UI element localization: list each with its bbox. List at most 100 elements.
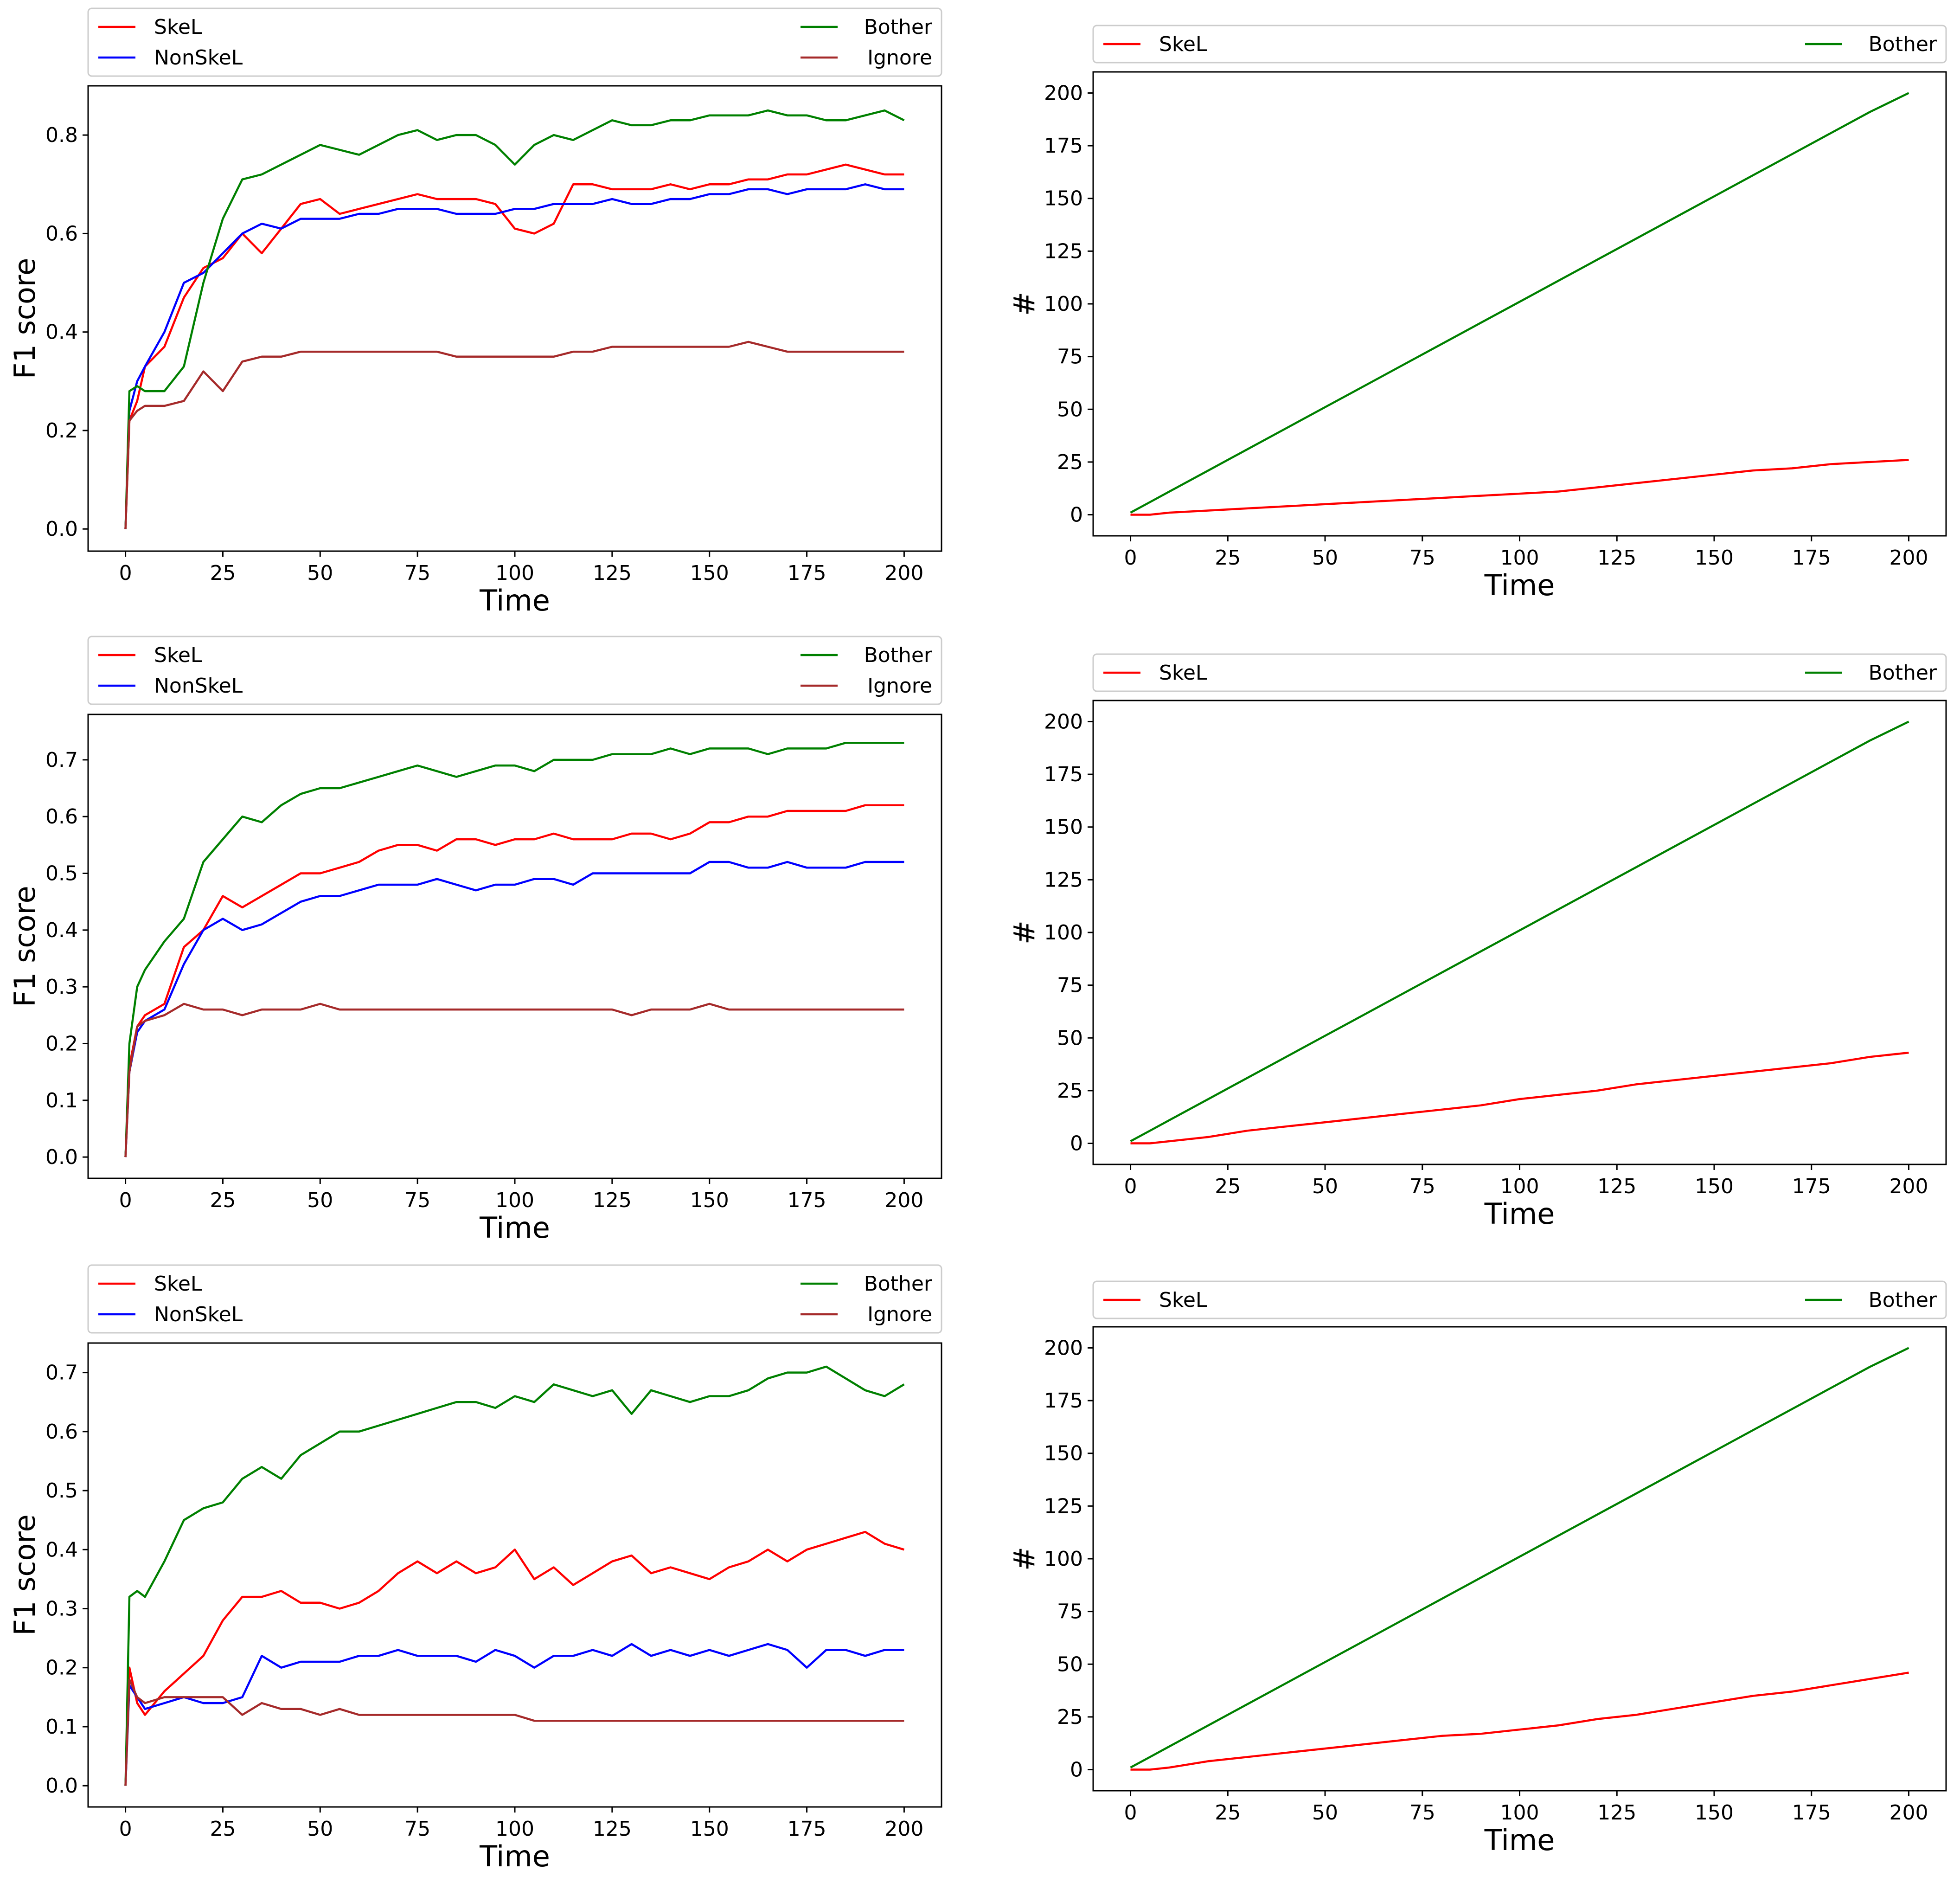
legend-label-nonskel: NonSkeL	[154, 1303, 243, 1326]
y-tick-label: 150	[1044, 1442, 1083, 1466]
y-tick-label: 125	[1044, 1494, 1083, 1518]
x-tick-label: 125	[1597, 1175, 1636, 1198]
y-tick-label: 25	[1057, 450, 1083, 474]
y-tick-label: 0.2	[45, 419, 78, 443]
y-tick-label: 200	[1044, 710, 1083, 733]
y-tick-label: 0.4	[45, 1538, 78, 1562]
x-tick-label: 0	[119, 1189, 132, 1212]
x-tick-label: 25	[210, 1817, 236, 1841]
y-tick-label: 0.0	[45, 1774, 78, 1798]
x-tick-label: 25	[210, 561, 236, 585]
y-axis-label: F1 score	[8, 258, 42, 379]
legend-label-skel: SkeL	[154, 15, 202, 39]
y-tick-label: 25	[1057, 1079, 1083, 1103]
y-tick-label: 200	[1044, 1336, 1083, 1360]
x-tick-label: 75	[404, 1189, 430, 1212]
x-tick-label: 200	[884, 561, 923, 585]
y-tick-label: 0.7	[45, 748, 78, 772]
x-tick-label: 100	[495, 561, 534, 585]
x-axis-label: Time	[479, 1211, 550, 1245]
panel-row1-right: 0 25 50 75 100 125 150 175 200 0 25 50 75 100 125 150 17…	[1007, 25, 1947, 602]
y-tick-label: 150	[1044, 187, 1083, 211]
y-tick-label: 0	[1070, 1132, 1083, 1156]
x-tick-label: 75	[1409, 546, 1435, 570]
series-line-nonskel	[124, 861, 904, 1157]
y-tick-label: 0.6	[45, 222, 78, 245]
y-tick-label: 125	[1044, 239, 1083, 263]
legend: SkeL NonSkeL Bother Ignore	[87, 1264, 942, 1334]
legend-label-bother: Bother	[864, 15, 933, 39]
y-tick-label: 0.5	[45, 1479, 78, 1503]
x-tick-label: 50	[307, 1189, 333, 1212]
y-tick-label: 175	[1044, 1389, 1083, 1413]
panel-row2-left: 0 25 50 75 100 125 150 175 200 0.0 0.1 0.2 0.3 0.4 0.5…	[8, 636, 942, 1245]
x-tick-label: 150	[690, 1189, 729, 1212]
x-tick-label: 200	[884, 1817, 923, 1841]
series-line-bother	[1130, 720, 1909, 1142]
y-tick-label: 150	[1044, 816, 1083, 839]
y-tick-label: 100	[1044, 921, 1083, 945]
y-tick-label: 0.4	[45, 919, 78, 942]
series-line-skel	[124, 163, 904, 529]
y-tick-label: 200	[1044, 81, 1083, 105]
legend-label-bother: Bother	[864, 1272, 933, 1296]
series-line-bother	[124, 741, 904, 1157]
legend-label-skel: SkeL	[154, 1272, 202, 1296]
y-tick-label: 0.3	[45, 1597, 78, 1621]
x-tick-label: 200	[884, 1189, 923, 1212]
series-line-ignore	[124, 1678, 904, 1786]
x-tick-label: 75	[1409, 1175, 1435, 1198]
panel-row3-left: 0 25 50 75 100 125 150 175 200 0.0 0.1 0.2 0.3 0.4 0.5…	[8, 1264, 942, 1873]
y-axis-label: F1 score	[8, 1514, 42, 1635]
x-tick-label: 75	[404, 1817, 430, 1841]
legend: SkeL Bother	[1092, 25, 1947, 64]
y-tick-label: 0	[1070, 503, 1083, 527]
y-tick-label: 0.2	[45, 1656, 78, 1680]
x-axis-label: Time	[479, 1839, 550, 1873]
x-tick-label: 125	[593, 1817, 632, 1841]
x-tick-label: 100	[1500, 546, 1539, 570]
series-line-ignore	[124, 1003, 904, 1157]
y-tick-label: 0	[1070, 1758, 1083, 1782]
legend-label-skel: SkeL	[1159, 1288, 1207, 1312]
x-tick-label: 75	[404, 561, 430, 585]
legend-label-ignore: Ignore	[867, 674, 932, 698]
x-tick-label: 150	[690, 1817, 729, 1841]
series-line-bother	[124, 1365, 905, 1786]
panel-row2-right: 0 25 50 75 100 125 150 175 200 0 25 50 75 100 125 150 17…	[1007, 653, 1947, 1231]
series-line-skel	[124, 804, 904, 1157]
series-line-skel	[1130, 459, 1909, 516]
x-axis-label: Time	[479, 584, 550, 617]
legend-box	[87, 7, 942, 77]
y-tick-label: 50	[1057, 398, 1083, 421]
y-tick-label: 125	[1044, 868, 1083, 892]
x-tick-label: 150	[690, 561, 729, 585]
x-tick-label: 0	[1124, 546, 1137, 570]
x-tick-label: 50	[307, 561, 333, 585]
y-tick-label: 175	[1044, 763, 1083, 786]
x-tick-label: 175	[1792, 546, 1831, 570]
series-line-nonskel	[124, 1643, 904, 1786]
legend-label-skel: SkeL	[1159, 32, 1207, 56]
y-tick-label: 0.5	[45, 862, 78, 886]
y-tick-label: 0.4	[45, 321, 78, 344]
series-line-skel	[124, 1530, 905, 1786]
x-tick-label: 150	[1695, 546, 1734, 570]
y-tick-label: 0.1	[45, 1715, 78, 1739]
series-line-bother	[1130, 92, 1909, 514]
panel-row1-left: 0 25 50 75 100 125 150 175 200 0.0 0.2 0.4 0.6 0.8 Tim…	[8, 7, 942, 617]
x-tick-label: 175	[788, 561, 826, 585]
x-tick-label: 25	[1215, 1175, 1241, 1198]
x-tick-label: 0	[1124, 1801, 1137, 1825]
x-tick-label: 50	[1312, 1175, 1338, 1198]
y-tick-label: 0.3	[45, 975, 78, 999]
legend-box	[1092, 25, 1947, 64]
y-tick-label: 0.1	[45, 1089, 78, 1112]
series-line-skel	[1130, 1051, 1909, 1144]
x-tick-label: 50	[307, 1817, 333, 1841]
x-tick-label: 200	[1889, 546, 1928, 570]
y-tick-label: 175	[1044, 134, 1083, 158]
x-tick-label: 125	[1597, 1801, 1636, 1825]
y-axis-label: #	[1007, 1547, 1041, 1571]
y-axis-label: F1 score	[8, 886, 42, 1007]
